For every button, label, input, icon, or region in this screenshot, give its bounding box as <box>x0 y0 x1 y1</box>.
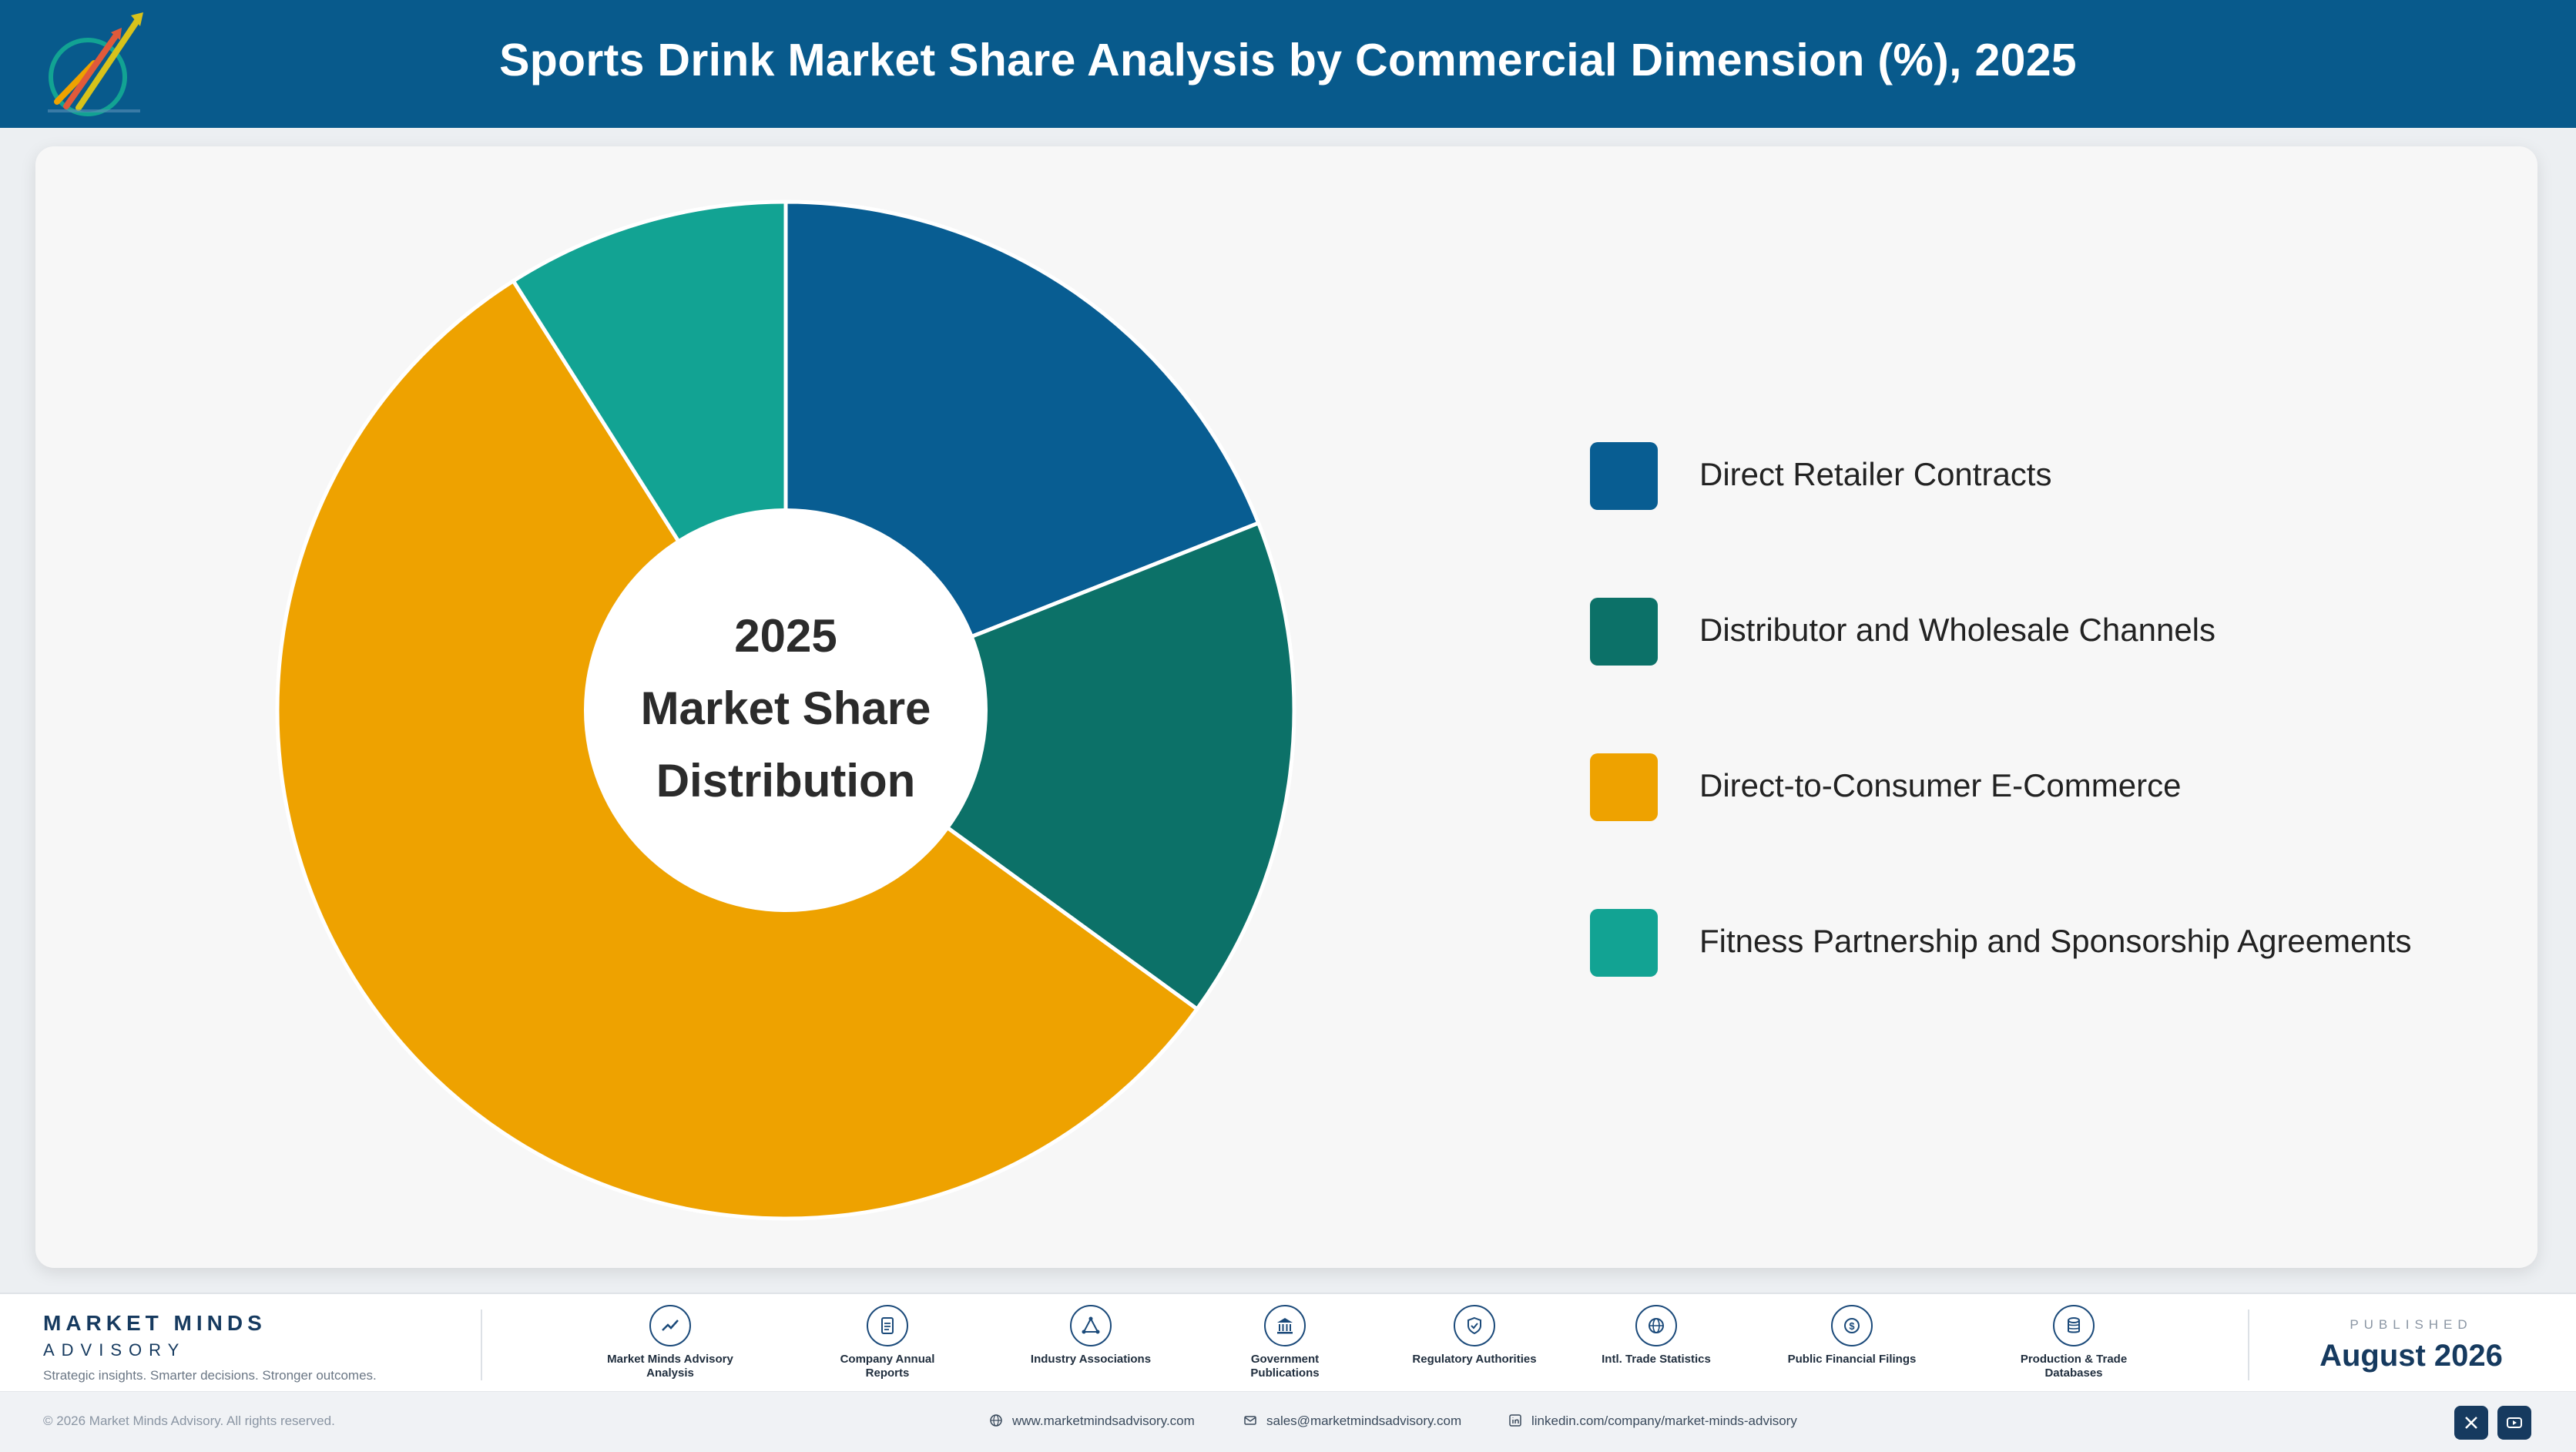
x-logo-icon <box>2465 1417 2477 1429</box>
database-icon <box>2053 1305 2095 1346</box>
linkedin-text: linkedin.com/company/market-minds-adviso… <box>1531 1413 1797 1428</box>
email-link[interactable]: sales@marketmindsadvisory.com <box>1243 1413 1461 1429</box>
published-label: PUBLISHED <box>2350 1317 2473 1332</box>
website-text: www.marketmindsadvisory.com <box>1012 1413 1195 1428</box>
footer-divider <box>2248 1309 2249 1380</box>
trend-line-icon <box>649 1305 691 1346</box>
footer: MARKET MINDS ADVISORY Strategic insights… <box>0 1293 2576 1452</box>
legend-swatch <box>1590 753 1658 821</box>
source-industry-associations: Industry Associations <box>1014 1305 1168 1366</box>
chart-card: 2025 Market Share Distribution Direct Reta… <box>35 146 2537 1268</box>
source-label: Production & Trade Databases <box>2020 1353 2128 1380</box>
footer-divider <box>481 1309 482 1380</box>
source-label: Public Financial Filings <box>1787 1353 1917 1366</box>
center-label-line: 2025 <box>734 610 837 662</box>
source-public-financial-filings: $ Public Financial Filings <box>1775 1305 1929 1366</box>
source-market-minds-analysis: Market Minds Advisory Analysis <box>593 1305 747 1380</box>
donut-hole <box>584 508 988 912</box>
donut-chart: 2025 Market Share Distribution <box>275 200 1296 1221</box>
center-label-line: Distribution <box>656 755 916 806</box>
source-label: Government Publications <box>1250 1353 1320 1380</box>
brand-subtitle: ADVISORY <box>43 1340 186 1360</box>
dollar-coin-icon: $ <box>1831 1305 1873 1346</box>
website-link[interactable]: www.marketmindsadvisory.com <box>989 1413 1195 1429</box>
legend-swatch <box>1590 598 1658 666</box>
legend-label: Fitness Partnership and Sponsorship Agre… <box>1699 923 2412 959</box>
brand-name: MARKET MINDS <box>43 1311 267 1335</box>
company-logo <box>48 12 143 116</box>
globe-icon <box>990 1414 1002 1427</box>
x-social-button[interactable] <box>2454 1406 2488 1440</box>
legend-swatch <box>1590 442 1658 510</box>
source-intl-trade-statistics: Intl. Trade Statistics <box>1579 1305 1733 1366</box>
center-label-line: Market Share <box>641 682 931 734</box>
source-regulatory-authorities: Regulatory Authorities <box>1397 1305 1551 1366</box>
svg-text:$: $ <box>1849 1320 1855 1332</box>
source-label: Market Minds Advisory Analysis <box>607 1353 733 1380</box>
youtube-icon <box>2507 1417 2522 1428</box>
legend-swatch <box>1590 909 1658 977</box>
chart-title: Sports Drink Market Share Analysis by Co… <box>499 35 2077 86</box>
published-block: PUBLISHED August 2026 <box>2249 1317 2573 1373</box>
email-text: sales@marketmindsadvisory.com <box>1266 1413 1462 1428</box>
linkedin-icon <box>1509 1414 1521 1427</box>
network-triangle-icon <box>1070 1305 1112 1346</box>
pie-slice-distributor-and-wholesale-channels <box>781 520 1296 1012</box>
government-building-icon <box>1264 1305 1306 1346</box>
published-date: August 2026 <box>2319 1339 2503 1373</box>
source-label: Industry Associations <box>1030 1353 1152 1366</box>
document-icon <box>867 1305 908 1346</box>
source-government-publications: Government Publications <box>1208 1305 1362 1380</box>
header-bar: Sports Drink Market Share Analysis by Co… <box>0 0 2576 128</box>
source-label: Intl. Trade Statistics <box>1602 1353 1711 1366</box>
mail-icon <box>1244 1416 1256 1425</box>
footer-bottom-bar: © 2026 Market Minds Advisory. All rights… <box>0 1391 2576 1452</box>
shield-check-icon <box>1454 1305 1495 1346</box>
legend-label: Direct-to-Consumer E-Commerce <box>1699 767 2182 803</box>
youtube-social-button[interactable] <box>2497 1406 2531 1440</box>
globe-icon <box>1635 1305 1677 1346</box>
source-company-annual-reports: Company Annual Reports <box>810 1305 964 1380</box>
source-label: Regulatory Authorities <box>1412 1353 1537 1366</box>
linkedin-link[interactable]: linkedin.com/company/market-minds-adviso… <box>1508 1413 1797 1429</box>
source-production-trade-databases: Production & Trade Databases <box>1997 1305 2151 1380</box>
source-label: Company Annual Reports <box>840 1353 935 1380</box>
legend-label: Direct Retailer Contracts <box>1699 456 2052 492</box>
brand-tagline: Strategic insights. Smarter decisions. S… <box>43 1368 377 1383</box>
legend-label: Distributor and Wholesale Channels <box>1699 612 2216 648</box>
copyright-text: © 2026 Market Minds Advisory. All rights… <box>43 1413 335 1428</box>
